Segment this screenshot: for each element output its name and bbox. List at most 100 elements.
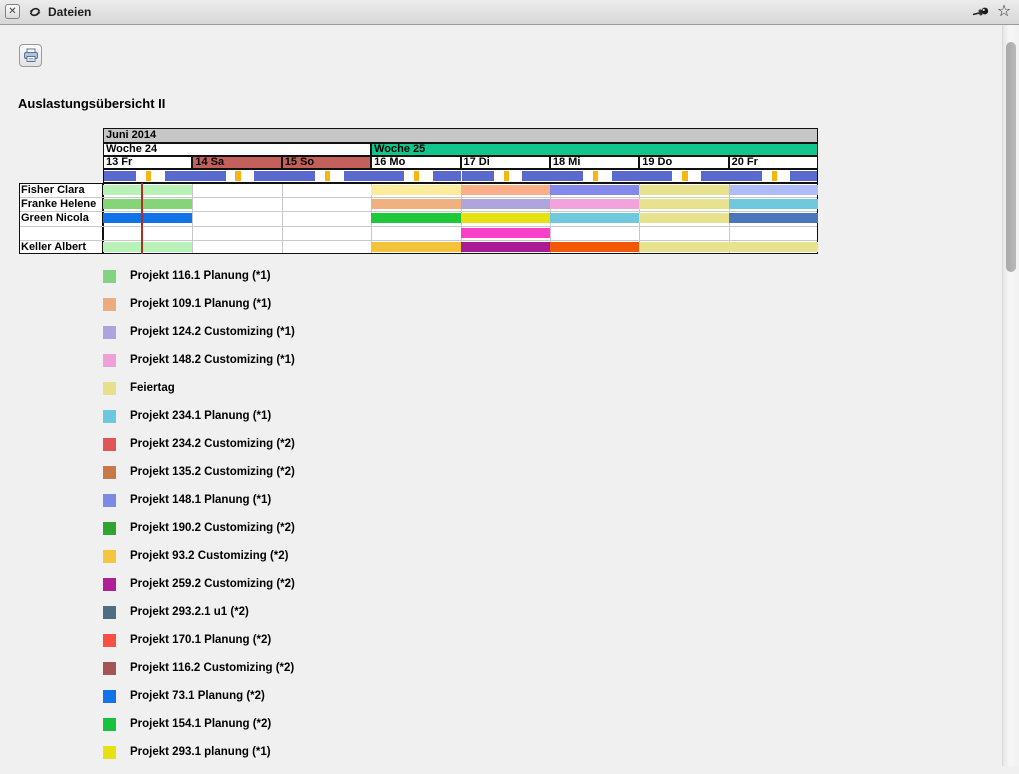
work-block [164, 171, 194, 181]
day-header-15-so: 15 So [281, 156, 372, 169]
pin-icon[interactable] [972, 6, 989, 18]
work-block [790, 171, 817, 181]
refresh-icon[interactable] [28, 5, 42, 19]
schedule-bar [728, 213, 818, 224]
schedule-bar [371, 213, 461, 224]
month-header: Juni 2014 [103, 128, 818, 143]
legend-label: Projekt 73.1 Planung (*2) [130, 690, 265, 702]
page-title: Auslastungsübersicht II [18, 96, 166, 111]
vertical-scrollbar[interactable] [1002, 25, 1019, 766]
scrollbar-thumb[interactable] [1006, 42, 1016, 272]
star-icon[interactable]: ☆ [996, 3, 1012, 20]
legend-label: Projekt 148.2 Customizing (*1) [130, 354, 295, 366]
schedule-bar [639, 185, 729, 195]
midday-tick [146, 171, 152, 181]
midday-tick [682, 171, 688, 181]
row-separator [20, 197, 817, 199]
legend-color-swatch [103, 466, 116, 479]
work-block [193, 171, 226, 181]
legend-color-swatch [103, 326, 116, 339]
legend-label: Projekt 124.2 Customizing (*1) [130, 326, 295, 338]
work-block [611, 171, 641, 181]
work-block [729, 171, 762, 181]
work-block [343, 171, 373, 181]
schedule-bar [549, 199, 640, 210]
week-header-2: Woche 25 [371, 143, 818, 156]
legend-color-swatch [103, 634, 116, 647]
legend-color-swatch [103, 606, 116, 619]
legend-color-swatch [103, 718, 116, 731]
names-column [19, 183, 103, 254]
legend-label: Projekt 154.1 Planung (*2) [130, 718, 272, 730]
midday-tick [235, 171, 241, 181]
legend-label: Projekt 190.2 Customizing (*2) [130, 522, 295, 534]
day-header-17-di: 17 Di [460, 156, 550, 169]
person-name-fisher-clara: Fisher Clara [21, 184, 85, 196]
schedule-bar [549, 185, 640, 195]
work-block [104, 171, 137, 181]
midday-tick [503, 171, 509, 181]
schedule-bar [639, 241, 818, 252]
schedule-bar [549, 213, 640, 224]
window-titlebar: ✕ Dateien ☆ [0, 0, 1019, 25]
schedule-bar [728, 199, 818, 210]
window-title: Dateien [48, 5, 92, 19]
utilization-gantt-chart: Juni 2014 Woche 24 Woche 25 13 Fr 14 Sa 15 So… [19, 128, 819, 255]
day-header-13-fr: 13 Fr [103, 156, 193, 169]
legend-label: Projekt 116.2 Customizing (*2) [130, 662, 295, 674]
day-separator [281, 184, 283, 253]
work-block [550, 171, 584, 181]
schedule-bar [460, 199, 550, 210]
legend-label: Projekt 109.1 Planung (*1) [130, 298, 272, 310]
legend-color-swatch [103, 662, 116, 675]
day-header-20-fr: 20 Fr [728, 156, 818, 169]
legend-color-swatch [103, 354, 116, 367]
work-block [640, 171, 673, 181]
legend-color-swatch [103, 578, 116, 591]
legend-color-swatch [103, 438, 116, 451]
schedule-bar [460, 185, 550, 195]
legend-label: Projekt 234.1 Planung (*1) [130, 410, 272, 422]
row-separator [20, 239, 817, 241]
row-separator [20, 225, 817, 227]
printer-icon [23, 48, 38, 62]
schedule-bar [639, 213, 729, 224]
schedule-bar [103, 213, 193, 224]
legend-color-swatch [103, 522, 116, 535]
legend-color-swatch [103, 410, 116, 423]
day-header-18-mi: 18 Mi [549, 156, 640, 169]
close-icon[interactable]: ✕ [5, 4, 20, 19]
person-name-keller-albert: Keller Albert [21, 240, 87, 253]
legend-color-swatch [103, 550, 116, 563]
day-separator [192, 184, 194, 253]
day-header-19-do: 19 Do [639, 156, 729, 169]
schedule-bar [639, 199, 729, 210]
legend-label: Projekt 93.2 Customizing (*2) [130, 550, 289, 562]
now-line-marker [141, 183, 143, 254]
schedule-bar [460, 227, 550, 238]
schedule-bar [460, 213, 550, 224]
legend-label: Projekt 116.1 Planung (*1) [130, 270, 271, 282]
person-name-franke-helene: Franke Helene [21, 198, 97, 211]
row-separator [20, 211, 817, 213]
legend-color-swatch [103, 298, 116, 311]
schedule-bar [728, 185, 818, 195]
week-header-1: Woche 24 [103, 143, 372, 156]
legend-color-swatch [103, 270, 116, 283]
schedule-bar [103, 199, 193, 210]
midday-tick [414, 171, 420, 181]
legend-color-swatch [103, 746, 116, 759]
legend-color-swatch [103, 382, 116, 395]
legend-label: Projekt 293.1 planung (*1) [130, 746, 271, 758]
person-name-green-nicola: Green Nicola [21, 212, 89, 225]
schedule-bar [549, 241, 640, 252]
print-button[interactable] [19, 44, 42, 67]
work-block [461, 171, 494, 181]
schedule-bar [371, 199, 461, 210]
schedule-bar [371, 241, 461, 252]
schedule-bar [103, 185, 193, 195]
schedule-bar [460, 241, 550, 252]
midday-tick [592, 171, 599, 181]
work-block [432, 171, 462, 181]
midday-tick [324, 171, 331, 181]
